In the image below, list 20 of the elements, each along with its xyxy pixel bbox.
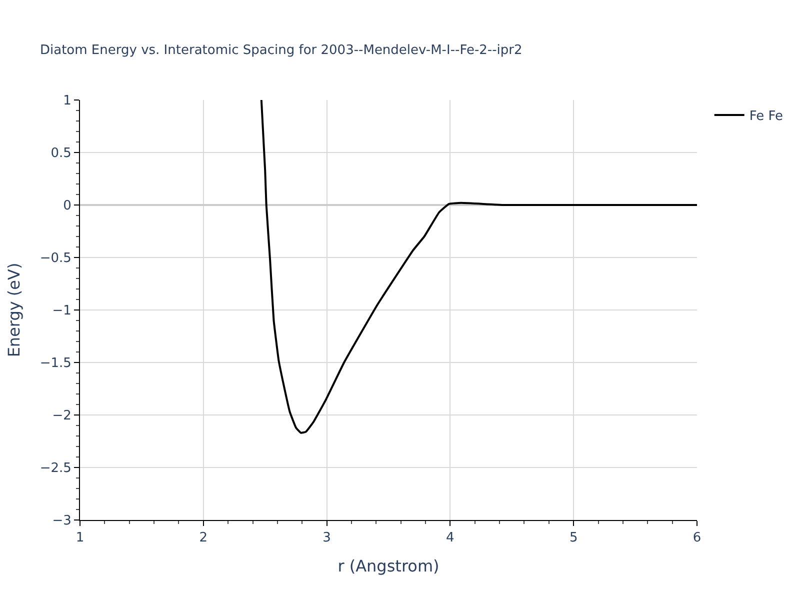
y-tick-label: −2 — [52, 408, 72, 424]
x-axis-title: r (Angstrom) — [338, 556, 440, 576]
y-tick-label: −1.5 — [40, 356, 72, 372]
x-tick-label: 3 — [322, 530, 331, 546]
x-tick-label: 6 — [692, 530, 702, 546]
legend-label: Fe Fe — [749, 109, 784, 124]
line-series — [260, 100, 697, 434]
y-tick-label: 0 — [63, 198, 72, 214]
x-tick-label: 4 — [446, 530, 454, 546]
y-tick-label: −1 — [52, 304, 72, 319]
x-tick-label: 1 — [76, 530, 84, 546]
y-tick-label: 0.5 — [50, 146, 72, 162]
x-tick-label: 5 — [569, 530, 578, 546]
y-tick-label: −0.5 — [40, 251, 72, 266]
y-tick-label: −2.5 — [40, 461, 72, 476]
chart-title: Diatom Energy vs. Interatomic Spacing for 2003--Mendelev-M-I--Fe-2--ipr2 — [40, 43, 522, 58]
x-tick-label: 2 — [199, 530, 208, 546]
y-tick-label: 1 — [63, 94, 72, 109]
y-axis-title: Energy (eV) — [4, 262, 24, 358]
y-tick-label: −3 — [52, 514, 72, 529]
